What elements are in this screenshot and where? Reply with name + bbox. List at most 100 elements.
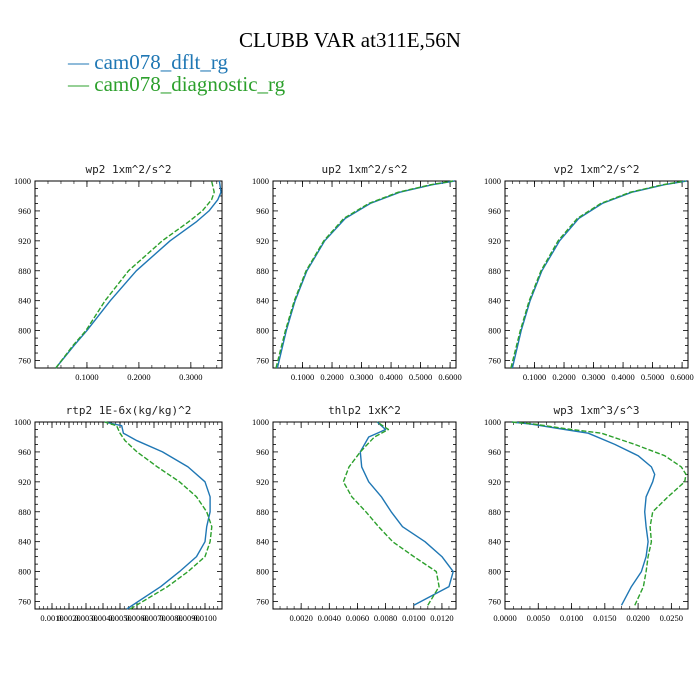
x-tick-label: 0.0080 — [374, 613, 397, 623]
series-line-dflt — [511, 421, 656, 606]
y-tick-label: 960 — [18, 447, 31, 457]
x-tick-label: 0.2000 — [320, 372, 343, 382]
y-tick-label: 760 — [256, 356, 269, 366]
y-tick-label: 1000 — [252, 176, 269, 186]
x-tick-label: 0.5000 — [409, 372, 432, 382]
y-tick-label: 880 — [18, 266, 31, 276]
legend-entry-dflt: — cam078_dflt_rg — [68, 50, 229, 74]
series-line-diagnostic — [275, 180, 454, 369]
series-line-diagnostic — [342, 421, 440, 606]
y-tick-label: 920 — [488, 236, 501, 246]
plot-frame — [34, 421, 223, 610]
x-tick-label: 0.0100 — [402, 613, 425, 623]
y-tick-label: 960 — [18, 206, 31, 216]
panel-1: wp2 1xm^2/s^2 760 800 840 880 920 960 1000 0.100… — [14, 163, 223, 382]
x-tick-label: 0.0100 — [560, 613, 583, 623]
y-tick-label: 840 — [256, 296, 269, 306]
panel-title: thlp2 1xK^2 — [328, 404, 401, 417]
y-tick-label: 800 — [18, 567, 31, 577]
x-tick-label: 0.5000 — [641, 372, 664, 382]
y-tick-label: 760 — [488, 597, 501, 607]
y-tick-label: 880 — [256, 266, 269, 276]
plot-frame — [272, 421, 457, 610]
x-tick-label: 0.0020 — [57, 613, 80, 623]
x-tick-label: 0.0100 — [193, 613, 216, 623]
x-tick-label: 0.0030 — [74, 613, 97, 623]
x-tick-label: 0.4000 — [611, 372, 634, 382]
y-tick-label: 760 — [18, 597, 31, 607]
x-tick-label: 0.1000 — [523, 372, 546, 382]
x-tick-label: 0.4000 — [379, 372, 402, 382]
x-tick-label: 0.0010 — [40, 613, 63, 623]
y-tick-label: 760 — [256, 597, 269, 607]
x-tick-label: 0.0250 — [660, 613, 683, 623]
y-tick-label: 880 — [488, 507, 501, 517]
panel-title: up2 1xm^2/s^2 — [321, 163, 407, 176]
y-tick-label: 840 — [256, 537, 269, 547]
y-tick-label: 800 — [256, 326, 269, 336]
x-tick-label: 0.1000 — [291, 372, 314, 382]
y-tick-label: 920 — [256, 236, 269, 246]
x-tick-label: 0.0050 — [527, 613, 550, 623]
y-tick-label: 1000 — [14, 176, 31, 186]
y-tick-label: 840 — [18, 296, 31, 306]
x-tick-label: 0.6000 — [438, 372, 461, 382]
y-tick-label: 1000 — [484, 176, 501, 186]
y-tick-label: 1000 — [484, 417, 501, 427]
y-tick-label: 960 — [256, 447, 269, 457]
series-line-diagnostic — [104, 421, 213, 610]
panel-6: wp3 1xm^3/s^3 760 800 840 880 920 960 1000 0.000… — [484, 404, 689, 623]
panel-2: up2 1xm^2/s^2 760 800 840 880 920 960 1000 0.100… — [252, 163, 462, 382]
plot-frame — [504, 421, 689, 610]
x-tick-label: 0.2000 — [127, 372, 150, 382]
series-line-dflt — [359, 421, 454, 606]
y-tick-label: 1000 — [252, 417, 269, 427]
x-tick-label: 0.0070 — [142, 613, 165, 623]
y-tick-label: 880 — [488, 266, 501, 276]
x-tick-label: 0.0080 — [159, 613, 182, 623]
x-tick-label: 0.0060 — [125, 613, 148, 623]
plot-frame — [504, 180, 689, 369]
y-tick-label: 1000 — [14, 417, 31, 427]
x-tick-label: 0.0120 — [430, 613, 453, 623]
figure-title: CLUBB VAR at311E,56N — [239, 28, 461, 52]
plot-frame — [272, 180, 457, 369]
x-tick-label: 0.0040 — [318, 613, 341, 623]
y-tick-label: 840 — [18, 537, 31, 547]
y-tick-label: 840 — [488, 537, 501, 547]
panel-title: rtp2 1E-6x(kg/kg)^2 — [66, 404, 192, 417]
y-tick-label: 800 — [18, 326, 31, 336]
series-line-diagnostic — [510, 180, 686, 369]
y-tick-label: 880 — [256, 507, 269, 517]
panel-5: thlp2 1xK^2 760 800 840 880 920 960 1000 0.0020 0… — [252, 404, 457, 623]
x-tick-label: 0.0050 — [108, 613, 131, 623]
panel-title: wp3 1xm^3/s^3 — [553, 404, 639, 417]
series-line-diagnostic — [511, 421, 687, 606]
legend-entry-diagnostic: — cam078_diagnostic_rg — [68, 72, 286, 96]
series-line-dflt — [511, 180, 687, 369]
panel-title: vp2 1xm^2/s^2 — [553, 163, 639, 176]
x-tick-label: 0.2000 — [552, 372, 575, 382]
series-line-dflt — [55, 180, 222, 369]
y-tick-label: 800 — [256, 567, 269, 577]
x-tick-label: 0.0150 — [593, 613, 616, 623]
x-tick-label: 0.0040 — [91, 613, 114, 623]
plot-frame — [34, 180, 223, 369]
panel-title: wp2 1xm^2/s^2 — [85, 163, 171, 176]
x-tick-label: 0.3000 — [582, 372, 605, 382]
y-tick-label: 840 — [488, 296, 501, 306]
x-tick-label: 0.3000 — [350, 372, 373, 382]
x-tick-label: 0.0020 — [289, 613, 312, 623]
x-tick-label: 0.6000 — [670, 372, 693, 382]
x-tick-label: 0.0200 — [626, 613, 649, 623]
y-tick-label: 760 — [18, 356, 31, 366]
x-tick-label: 0.1000 — [75, 372, 98, 382]
y-tick-label: 760 — [488, 356, 501, 366]
y-tick-label: 920 — [18, 236, 31, 246]
series-line-diagnostic — [55, 180, 215, 369]
y-tick-label: 880 — [18, 507, 31, 517]
panel-3: vp2 1xm^2/s^2 760 800 840 880 920 960 1000 0.100… — [484, 163, 694, 382]
y-tick-label: 800 — [488, 567, 501, 577]
panel-4: rtp2 1E-6x(kg/kg)^2 760 800 840 880 920 960 100… — [14, 404, 223, 623]
